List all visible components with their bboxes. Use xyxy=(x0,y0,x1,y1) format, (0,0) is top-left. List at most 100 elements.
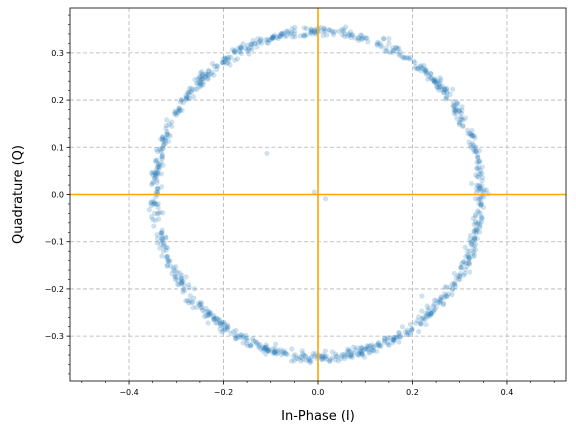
scatter-point xyxy=(269,35,275,41)
scatter-point xyxy=(154,170,161,176)
scatter-point xyxy=(195,300,202,306)
scatter-point xyxy=(159,153,165,160)
scatter-point xyxy=(425,76,431,82)
scatter-point xyxy=(440,300,447,307)
scatter-point xyxy=(322,348,328,354)
scatter-point xyxy=(301,352,307,358)
scatter-point xyxy=(456,108,463,114)
scatter-point xyxy=(290,34,296,40)
scatter-point xyxy=(422,69,429,75)
scatter-point xyxy=(361,346,367,353)
scatter-point xyxy=(443,292,449,298)
scatter-point xyxy=(226,57,232,63)
scatter-point xyxy=(307,360,313,366)
scatter-point xyxy=(428,75,434,82)
scatter-point xyxy=(457,273,463,279)
scatter-point xyxy=(459,107,465,113)
scatter-point xyxy=(438,77,444,83)
scatter-point xyxy=(258,40,265,46)
scatter-point xyxy=(183,92,189,99)
scatter-point xyxy=(231,48,238,54)
scatter-point xyxy=(474,182,480,188)
scatter-point xyxy=(197,302,203,308)
scatter-point xyxy=(199,73,205,79)
scatter-point xyxy=(239,332,245,338)
scatter-point xyxy=(204,308,211,314)
scatter-point xyxy=(312,30,318,36)
scatter-point xyxy=(336,28,342,34)
scatter-point xyxy=(163,125,169,131)
scatter-point xyxy=(180,286,187,292)
scatter-point xyxy=(324,32,330,38)
scatter-point xyxy=(428,311,434,317)
scatter-point xyxy=(186,85,193,91)
y-tick-label: 0.0 xyxy=(51,191,64,200)
scatter-point xyxy=(266,37,272,43)
scatter-point xyxy=(405,329,411,336)
scatter-point xyxy=(378,42,384,48)
scatter-point xyxy=(466,261,473,267)
scatter-point xyxy=(422,316,428,322)
scatter-point xyxy=(185,89,191,95)
scatter-point xyxy=(240,41,246,47)
scatter-point xyxy=(430,307,436,313)
scatter-point xyxy=(380,36,387,42)
scatter-point xyxy=(466,254,472,261)
scatter-point xyxy=(150,216,156,223)
scatter-point xyxy=(175,281,181,287)
scatter-point xyxy=(451,270,457,277)
scatter-point xyxy=(155,210,161,216)
scatter-point xyxy=(211,316,217,322)
scatter-point xyxy=(319,356,325,362)
scatter-point xyxy=(470,215,476,221)
scatter-point xyxy=(370,348,376,354)
scatter-point xyxy=(203,73,209,80)
scatter-point xyxy=(219,321,225,328)
scatter-point xyxy=(423,322,429,328)
scatter-point xyxy=(151,223,157,229)
scatter-point xyxy=(456,119,463,126)
scatter-point xyxy=(435,79,441,85)
scatter-point xyxy=(155,171,161,177)
scatter-point xyxy=(164,262,170,268)
scatter-point xyxy=(205,311,212,318)
scatter-point xyxy=(299,348,305,354)
scatter-point xyxy=(457,273,463,279)
scatter-point xyxy=(385,335,391,341)
scatter-point xyxy=(173,109,179,115)
scatter-point xyxy=(477,223,483,229)
scatter-point xyxy=(157,146,163,152)
scatter-point xyxy=(307,358,313,364)
scatter-point xyxy=(262,345,268,351)
scatter-point xyxy=(359,352,365,358)
scatter-point xyxy=(164,129,170,135)
scatter-point xyxy=(477,185,483,191)
scatter-point xyxy=(478,203,484,209)
scatter-point xyxy=(278,31,284,37)
scatter-point xyxy=(263,342,269,348)
scatter-point xyxy=(206,67,212,74)
scatter-point xyxy=(437,79,443,85)
scatter-point xyxy=(273,351,279,357)
scatter-point xyxy=(462,270,468,277)
scatter-point xyxy=(356,37,362,44)
scatter-point xyxy=(471,229,477,235)
scatter-point xyxy=(370,344,376,351)
scatter-point xyxy=(222,327,228,333)
scatter-point xyxy=(199,76,205,82)
scatter-point xyxy=(411,58,417,64)
scatter-point xyxy=(228,54,234,60)
scatter-point xyxy=(471,235,477,241)
scatter-point xyxy=(432,76,438,82)
scatter-point xyxy=(474,165,480,172)
scatter-point xyxy=(419,308,425,314)
x-tick-label: 0.2 xyxy=(406,388,419,397)
scatter-point xyxy=(291,31,298,37)
scatter-point xyxy=(467,269,473,275)
scatter-point xyxy=(206,68,212,74)
scatter-point xyxy=(458,264,464,270)
scatter-point xyxy=(238,332,244,338)
scatter-point xyxy=(327,356,334,363)
scatter-point xyxy=(149,170,155,176)
scatter-point xyxy=(461,272,467,278)
